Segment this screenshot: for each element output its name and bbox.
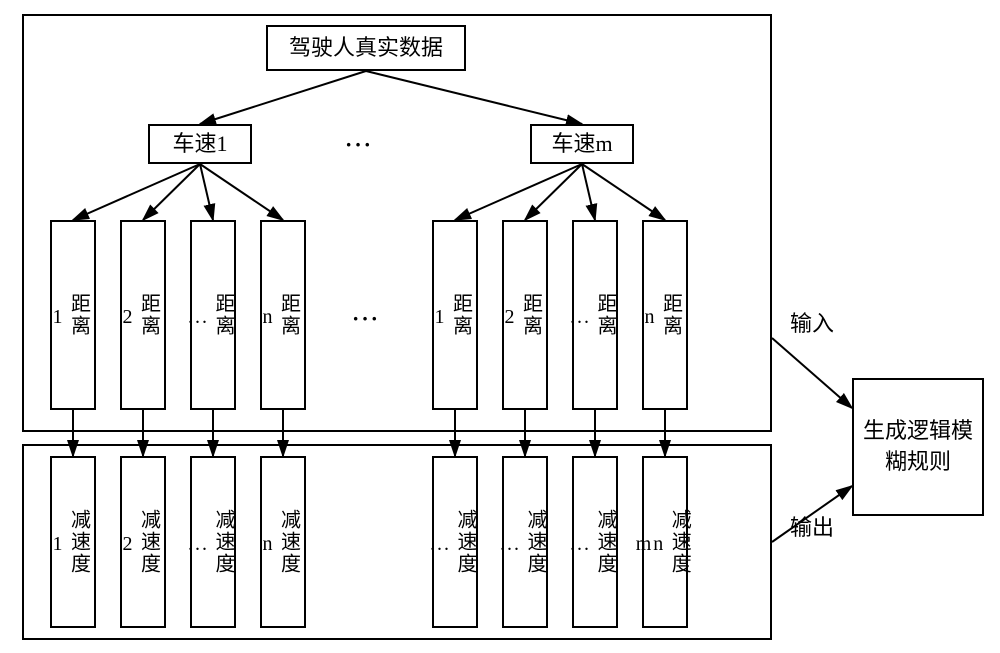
speed-m-box: 车速m — [530, 124, 634, 164]
dec-right-1: 减速度... — [502, 456, 548, 628]
dec-right-3: 减速度mn — [642, 456, 688, 628]
speed-1-box: 车速1 — [148, 124, 252, 164]
dist-right-2: 距离... — [572, 220, 618, 410]
dec-right-2: 减速度... — [572, 456, 618, 628]
dist-right-0: 距离1 — [432, 220, 478, 410]
dist-right-1: 距离2 — [502, 220, 548, 410]
dist-left-0: 距离1 — [50, 220, 96, 410]
dots-dist: ··· — [352, 306, 380, 332]
root-label: 驾驶人真实数据 — [289, 35, 443, 61]
rule-box: 生成逻辑模糊规则 — [852, 378, 984, 516]
label-input: 输入 — [790, 306, 834, 338]
dec-left-0: 减速度1 — [50, 456, 96, 628]
label-output: 输出 — [790, 510, 834, 542]
dec-right-0: 减速度... — [432, 456, 478, 628]
dec-left-2: 减速度... — [190, 456, 236, 628]
dots-speed: ··· — [345, 132, 373, 158]
root-box: 驾驶人真实数据 — [266, 25, 466, 71]
dist-left-1: 距离2 — [120, 220, 166, 410]
dec-left-1: 减速度2 — [120, 456, 166, 628]
dist-right-3: 距离n — [642, 220, 688, 410]
dist-left-3: 距离n — [260, 220, 306, 410]
dist-left-2: 距离... — [190, 220, 236, 410]
dec-left-3: 减速度n — [260, 456, 306, 628]
